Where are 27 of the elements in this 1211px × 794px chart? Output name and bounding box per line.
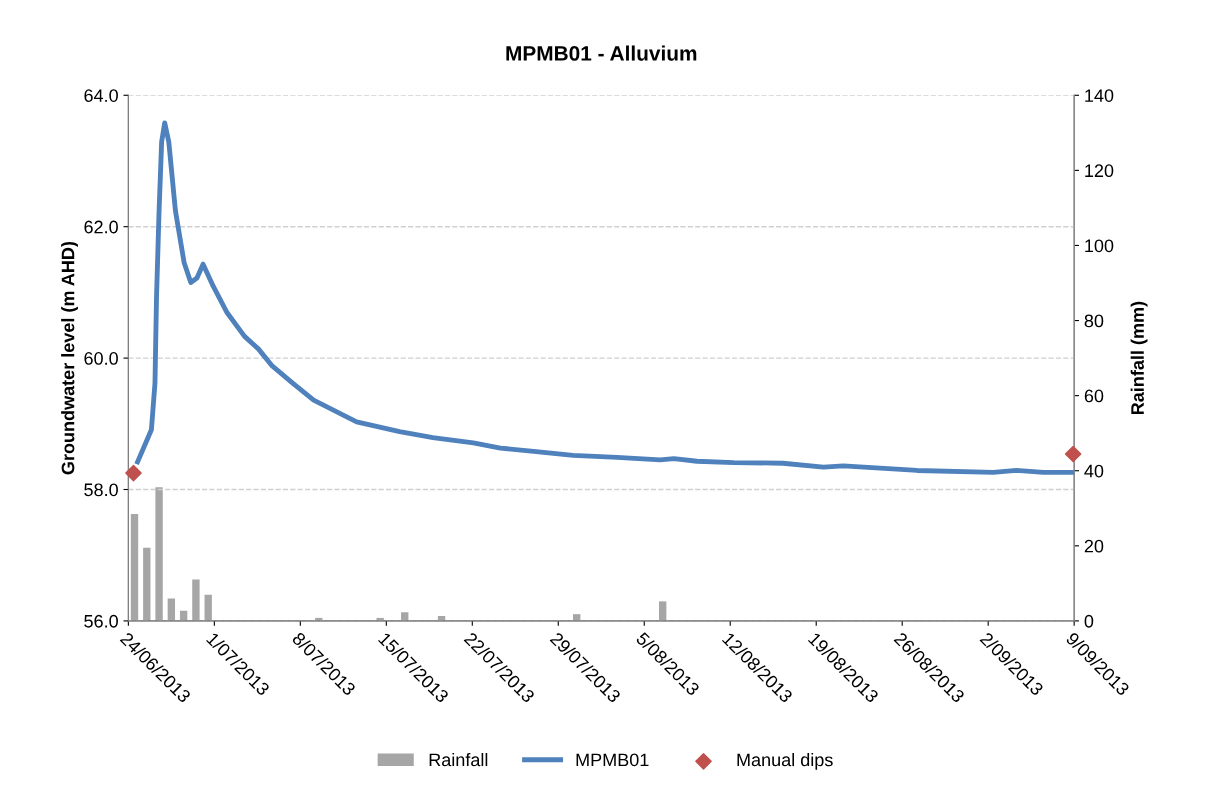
bar: [143, 547, 151, 621]
y2-tick-label: 0: [1084, 614, 1094, 628]
y2-tick-label: 20: [1084, 539, 1104, 553]
y-tick-label: 56.0: [84, 614, 118, 628]
y2-tick-label: 100: [1085, 239, 1114, 253]
bar: [155, 487, 163, 621]
bar: [658, 601, 667, 621]
line-series: [135, 120, 1075, 475]
legend-label: Rainfall: [429, 752, 488, 767]
y2-tick-label: 60: [1084, 389, 1104, 403]
y-axis-title: Groundwater level (m AHD): [61, 241, 78, 475]
legend-label: MPMB01: [576, 753, 649, 767]
y2-tick-label: 120: [1085, 164, 1114, 178]
bar: [167, 598, 176, 621]
y-tick-label: 58.0: [84, 483, 118, 497]
bar: [204, 594, 212, 621]
y2-axis-title: Rainfall (mm): [1130, 301, 1148, 415]
y2-tick-label: 140: [1085, 89, 1114, 102]
y2-tick-label: 80: [1084, 314, 1104, 328]
y-tick-label: 60.0: [84, 352, 118, 365]
chart-title: MPMB01 - Alluvium: [506, 45, 697, 61]
bar: [192, 579, 200, 621]
y2-tick-label: 40: [1084, 464, 1104, 478]
y-tick-label: 64.0: [84, 89, 118, 102]
y-tick-label: 62.0: [84, 220, 118, 234]
bar: [130, 513, 139, 621]
legend-label: Manual dips: [737, 752, 833, 770]
